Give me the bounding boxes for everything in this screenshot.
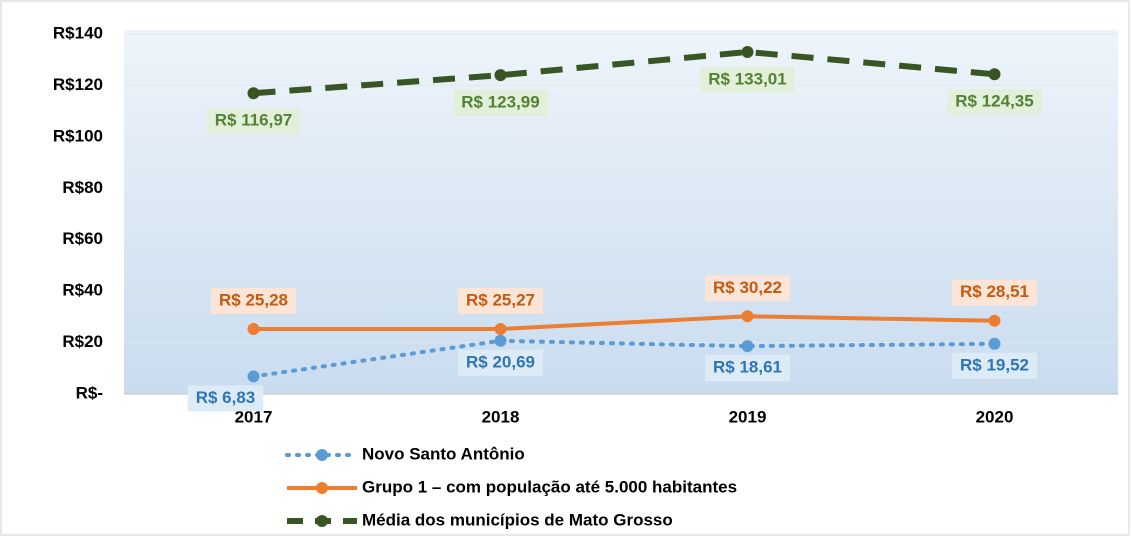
data-label-box bbox=[187, 385, 264, 412]
x-tick-label: 2019 bbox=[729, 407, 767, 426]
series-line bbox=[251, 338, 997, 379]
point bbox=[247, 370, 260, 383]
data-label: R$ 133,01 bbox=[700, 66, 795, 93]
point bbox=[988, 337, 1001, 350]
data-label: R$ 123,99 bbox=[453, 90, 548, 117]
data-label: R$ 28,51 bbox=[952, 279, 1037, 306]
data-label-text: R$ 6,83 bbox=[196, 388, 256, 407]
point bbox=[494, 323, 507, 336]
data-label: R$ 30,22 bbox=[705, 275, 790, 302]
data-label-text: R$ 116,97 bbox=[215, 111, 293, 130]
series-line bbox=[253, 314, 995, 332]
legend-marker bbox=[316, 482, 328, 494]
point bbox=[247, 87, 260, 100]
point bbox=[741, 340, 754, 353]
y-tick-label: R$100 bbox=[53, 126, 103, 145]
data-label-box bbox=[700, 66, 795, 93]
point bbox=[494, 69, 507, 82]
x-tick-label: 2017 bbox=[235, 407, 273, 426]
data-label-box bbox=[952, 279, 1037, 306]
legend-marker bbox=[316, 515, 328, 527]
y-tick-label: R$20 bbox=[62, 332, 103, 351]
data-label-text: R$ 123,99 bbox=[461, 93, 539, 112]
legend-label: Grupo 1 – com população até 5.000 habita… bbox=[362, 477, 737, 496]
data-label-text: R$ 124,35 bbox=[955, 92, 1033, 111]
legend-marker bbox=[316, 449, 328, 461]
point bbox=[988, 314, 1001, 327]
data-label: R$ 19,52 bbox=[952, 352, 1037, 379]
legend-label: Média dos municípios de Mato Grosso bbox=[362, 510, 673, 529]
point bbox=[494, 334, 507, 347]
data-label-text: R$ 25,28 bbox=[219, 290, 288, 309]
x-tick-label: 2018 bbox=[482, 407, 520, 426]
y-tick-label: R$120 bbox=[53, 75, 103, 94]
point bbox=[741, 45, 754, 58]
y-tick-label: R$140 bbox=[53, 23, 103, 42]
data-label: R$ 124,35 bbox=[947, 89, 1042, 116]
data-label-box bbox=[458, 288, 543, 315]
x-tick-label: 2020 bbox=[976, 407, 1014, 426]
data-label-box bbox=[952, 352, 1037, 379]
data-label-text: R$ 30,22 bbox=[713, 278, 782, 297]
data-label-text: R$ 20,69 bbox=[466, 352, 535, 371]
data-label: R$ 20,69 bbox=[458, 349, 543, 376]
legend-label: Novo Santo Antônio bbox=[362, 444, 525, 463]
data-label-box bbox=[705, 275, 790, 302]
data-label: R$ 6,83 bbox=[187, 385, 264, 412]
data-label: R$ 116,97 bbox=[206, 108, 301, 135]
series-line bbox=[253, 48, 995, 97]
data-label-box bbox=[211, 287, 296, 314]
data-label: R$ 25,28 bbox=[211, 287, 296, 314]
data-label-text: R$ 25,27 bbox=[466, 291, 535, 310]
y-tick-label: R$40 bbox=[62, 281, 103, 300]
data-label-box bbox=[705, 355, 790, 382]
data-label-text: R$ 19,52 bbox=[960, 355, 1029, 374]
point bbox=[741, 310, 754, 323]
y-tick-label: R$60 bbox=[62, 229, 103, 248]
data-label-text: R$ 28,51 bbox=[960, 282, 1029, 301]
data-label-box bbox=[947, 89, 1042, 116]
y-tick-label: R$- bbox=[76, 383, 103, 402]
data-label-box bbox=[206, 108, 301, 135]
plot-area bbox=[124, 30, 1118, 394]
data-label-box bbox=[458, 349, 543, 376]
data-label-box bbox=[453, 90, 548, 117]
data-label-text: R$ 133,01 bbox=[708, 69, 786, 88]
point bbox=[988, 68, 1001, 81]
point bbox=[247, 322, 260, 335]
data-label: R$ 25,27 bbox=[458, 288, 543, 315]
data-label: R$ 18,61 bbox=[705, 355, 790, 382]
data-label-text: R$ 18,61 bbox=[713, 358, 782, 377]
y-tick-label: R$80 bbox=[62, 178, 103, 197]
